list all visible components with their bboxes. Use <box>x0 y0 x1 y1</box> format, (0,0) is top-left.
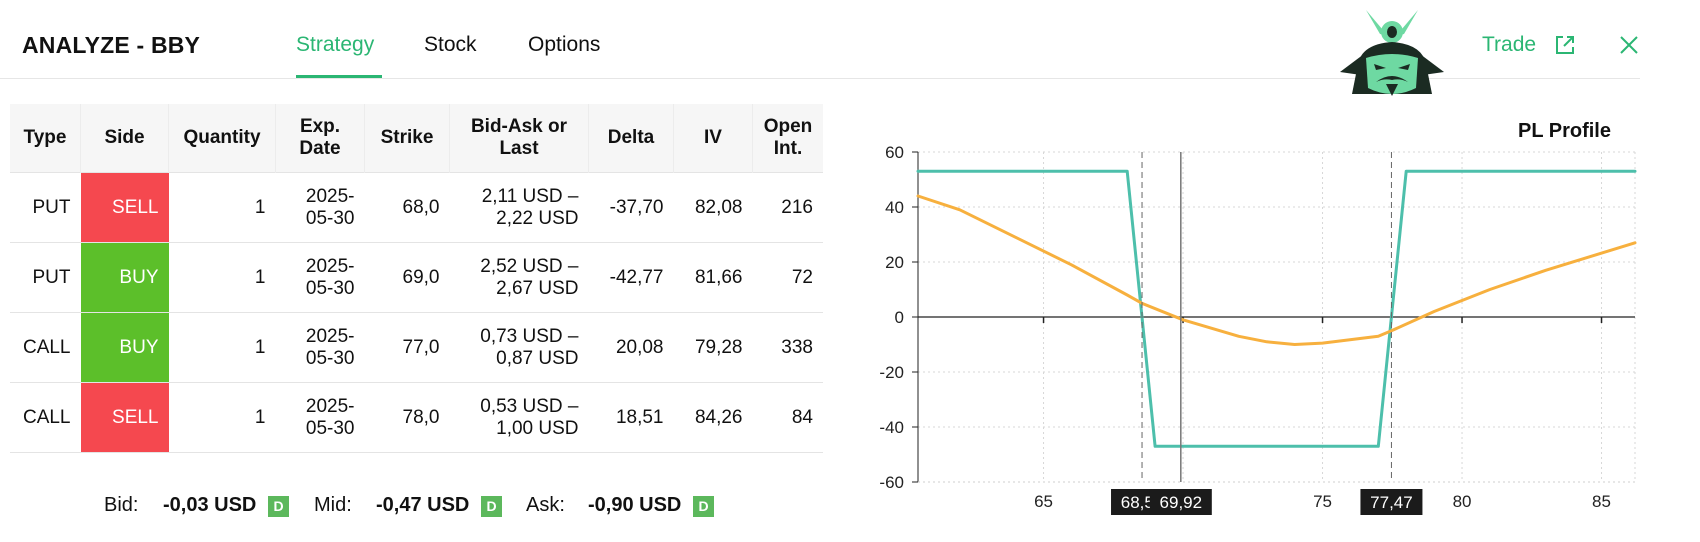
table-row: PUT SELL 1 2025- 05-30 68,0 2,11 USD –2,2… <box>10 172 823 243</box>
strategy-legs-table: Type Side Quantity Exp. Date Strike Bid-A… <box>10 104 823 453</box>
header-bar: ANALYZE - BBY Strategy Stock Options Tra… <box>0 0 1640 96</box>
cell-bid-ask: 2,11 USD –2,22 USD <box>449 172 589 243</box>
cell-exp-date: 2025- 05-30 <box>275 382 365 453</box>
cell-exp-date: 2025- 05-30 <box>275 172 365 243</box>
cell-type: CALL <box>10 312 81 383</box>
cell-type: CALL <box>10 382 81 453</box>
cell-strike: 68,0 <box>364 172 450 243</box>
mid-d-badge[interactable]: D <box>481 496 502 517</box>
ask-label: Ask: <box>526 494 565 516</box>
cell-open-int: 72 <box>752 242 823 313</box>
x-tick-label: 80 <box>1453 492 1472 511</box>
cell-delta: -42,77 <box>588 242 674 313</box>
cell-strike: 77,0 <box>364 312 450 383</box>
x-tick-label: 65 <box>1034 492 1053 511</box>
header-quantity: Quantity <box>168 104 276 173</box>
cell-quantity: 1 <box>168 172 276 243</box>
mid-value: -0,47 USD <box>376 494 470 516</box>
y-tick-label: -20 <box>879 363 904 382</box>
x-tick-label: 85 <box>1592 492 1611 511</box>
y-tick-label: 40 <box>885 198 904 217</box>
cell-iv: 79,28 <box>673 312 753 383</box>
bid-value: -0,03 USD <box>163 494 257 516</box>
side-buy-button[interactable]: BUY <box>80 312 169 383</box>
table-row: CALL BUY 1 2025- 05-30 77,0 0,73 USD –0,8… <box>10 312 823 383</box>
y-tick-label: -40 <box>879 418 904 437</box>
header-type: Type <box>10 104 81 173</box>
y-tick-label: 0 <box>895 308 904 327</box>
side-sell-button[interactable]: SELL <box>80 382 169 453</box>
cell-type: PUT <box>10 242 81 313</box>
cell-open-int: 216 <box>752 172 823 243</box>
cell-iv: 82,08 <box>673 172 753 243</box>
tab-strategy[interactable]: Strategy <box>296 33 375 56</box>
chart-title: PL Profile <box>1518 120 1611 142</box>
mid-label: Mid: <box>314 494 352 516</box>
ask-value: -0,90 USD <box>588 494 682 516</box>
series-line-today <box>916 194 1637 346</box>
close-icon[interactable] <box>1618 34 1640 56</box>
header-iv: IV <box>673 104 753 173</box>
cell-delta: -37,70 <box>588 172 674 243</box>
cell-iv: 81,66 <box>673 242 753 313</box>
cell-exp-date: 2025- 05-30 <box>275 242 365 313</box>
page-title: ANALYZE - BBY <box>22 32 201 58</box>
series-line-expiration <box>916 169 1637 448</box>
samurai-logo-icon <box>1340 10 1444 96</box>
tab-stock[interactable]: Stock <box>424 33 477 56</box>
cell-open-int: 84 <box>752 382 823 453</box>
header-side: Side <box>80 104 169 173</box>
cell-type: PUT <box>10 172 81 243</box>
cell-strike: 69,0 <box>364 242 450 313</box>
y-tick-label: 20 <box>885 253 904 272</box>
cell-bid-ask: 2,52 USD –2,67 USD <box>449 242 589 313</box>
marker-label-box <box>1360 489 1423 515</box>
y-tick-label: -60 <box>879 473 904 492</box>
table-row: CALL SELL 1 2025- 05-30 78,0 0,53 USD –1,… <box>10 382 823 453</box>
table-row: PUT BUY 1 2025- 05-30 69,0 2,52 USD –2,67… <box>10 242 823 313</box>
cell-bid-ask: 0,73 USD –0,87 USD <box>449 312 589 383</box>
cell-quantity: 1 <box>168 382 276 453</box>
side-buy-button[interactable]: BUY <box>80 242 169 313</box>
table-header-row: Type Side Quantity Exp. Date Strike Bid-A… <box>10 104 823 173</box>
header-open-int: Open Int. <box>752 104 823 173</box>
tab-options[interactable]: Options <box>528 33 601 56</box>
header-bid-ask: Bid-Ask or Last <box>449 104 589 173</box>
external-link-icon[interactable] <box>1554 34 1576 56</box>
cell-open-int: 338 <box>752 312 823 383</box>
cell-bid-ask: 0,53 USD –1,00 USD <box>449 382 589 453</box>
cell-strike: 78,0 <box>364 382 450 453</box>
cell-delta: 18,51 <box>588 382 674 453</box>
cell-quantity: 1 <box>168 242 276 313</box>
header-delta: Delta <box>588 104 674 173</box>
x-tick-label: 75 <box>1313 492 1332 511</box>
ask-d-badge[interactable]: D <box>693 496 714 517</box>
cell-delta: 20,08 <box>588 312 674 383</box>
bid-label: Bid: <box>104 494 139 516</box>
trade-link[interactable]: Trade <box>1482 33 1537 56</box>
active-tab-indicator <box>296 75 382 78</box>
marker-label: 69,92 <box>1160 493 1203 512</box>
marker-label: 77,47 <box>1370 493 1413 512</box>
cell-iv: 84,26 <box>673 382 753 453</box>
y-tick-label: 60 <box>885 143 904 162</box>
header-strike: Strike <box>364 104 450 173</box>
cell-exp-date: 2025- 05-30 <box>275 312 365 383</box>
cell-quantity: 1 <box>168 312 276 383</box>
side-sell-button[interactable]: SELL <box>80 172 169 243</box>
marker-label-box <box>1149 489 1212 515</box>
bid-d-badge[interactable]: D <box>268 496 289 517</box>
header-exp-date: Exp. Date <box>275 104 365 173</box>
